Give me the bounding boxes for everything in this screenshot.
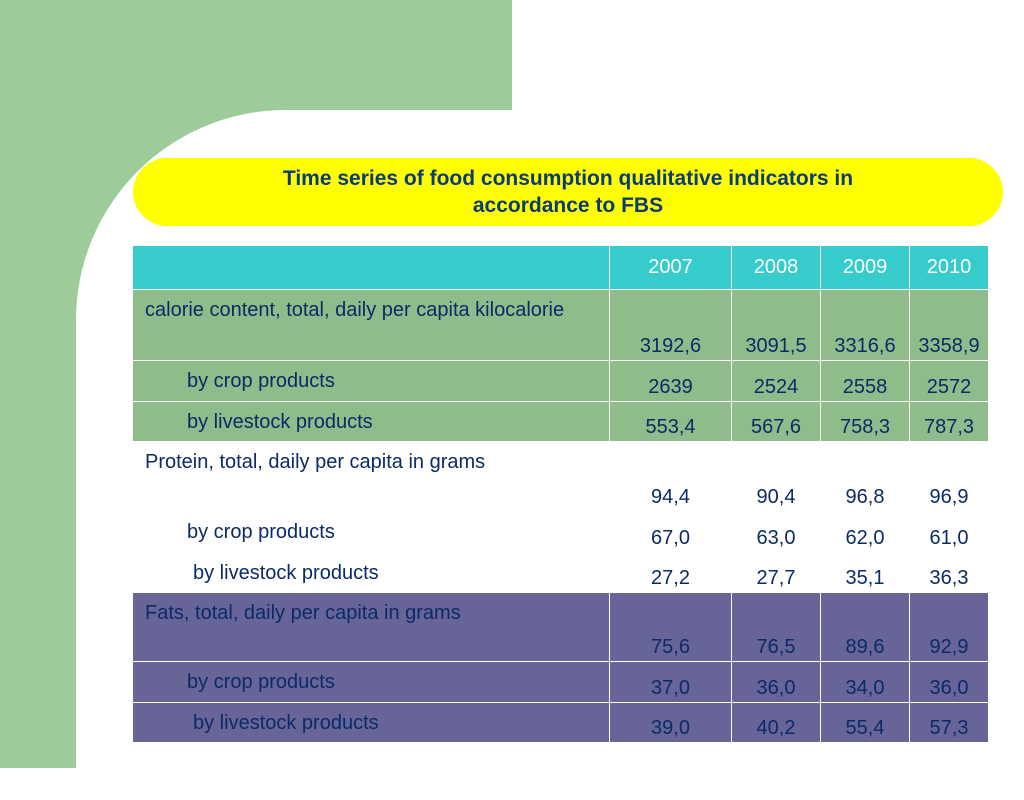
value-cell: 55,4 (820, 702, 910, 743)
value-cell: 40,2 (731, 702, 821, 743)
value-cell: 567,6 (731, 401, 821, 442)
header-year-cell: 2009 (820, 245, 910, 290)
row-label: calorie content, total, daily per capita… (132, 289, 610, 361)
value-cell: 90,4 (731, 441, 821, 512)
value-cell: 3192,6 (609, 289, 732, 361)
value-cell: 67,0 (609, 511, 732, 553)
value-cell: 37,0 (609, 661, 732, 703)
value-cell: 36,3 (909, 552, 989, 593)
row-label: by livestock products (132, 552, 610, 593)
value-cell: 787,3 (909, 401, 989, 442)
table-row: by livestock products 27,2 27,7 35,1 36,… (132, 552, 989, 593)
table-header-row: 2007 2008 2009 2010 (132, 245, 989, 290)
value-cell: 57,3 (909, 702, 989, 743)
header-year-cell: 2008 (731, 245, 821, 290)
value-cell: 39,0 (609, 702, 732, 743)
table-row: Protein, total, daily per capita in gram… (132, 441, 989, 512)
value-cell: 2639 (609, 360, 732, 402)
header-year-cell: 2007 (609, 245, 732, 290)
header-year-cell: 2010 (909, 245, 989, 290)
value-cell: 2572 (909, 360, 989, 402)
value-cell: 62,0 (820, 511, 910, 553)
row-label: by livestock products (132, 702, 610, 743)
value-cell: 76,5 (731, 592, 821, 662)
value-cell: 27,2 (609, 552, 732, 593)
row-label: by livestock products (132, 401, 610, 442)
title-banner: Time series of food consumption qualitat… (133, 158, 1003, 226)
table-row: by livestock products 553,4 567,6 758,3 … (132, 401, 989, 442)
value-cell: 27,7 (731, 552, 821, 593)
value-cell: 75,6 (609, 592, 732, 662)
value-cell: 92,9 (909, 592, 989, 662)
value-cell: 96,9 (909, 441, 989, 512)
table-row: by crop products 67,0 63,0 62,0 61,0 (132, 511, 989, 553)
row-label: Protein, total, daily per capita in gram… (132, 441, 610, 512)
row-label: by crop products (132, 360, 610, 402)
table-row: by crop products 2639 2524 2558 2572 (132, 360, 989, 402)
value-cell: 94,4 (609, 441, 732, 512)
value-cell: 3091,5 (731, 289, 821, 361)
value-cell: 36,0 (731, 661, 821, 703)
value-cell: 2558 (820, 360, 910, 402)
row-label: by crop products (132, 661, 610, 703)
table-row: by crop products 37,0 36,0 34,0 36,0 (132, 661, 989, 703)
table-row: calorie content, total, daily per capita… (132, 289, 989, 361)
value-cell: 36,0 (909, 661, 989, 703)
header-empty-cell (132, 245, 610, 290)
table-row: Fats, total, daily per capita in grams 7… (132, 592, 989, 662)
value-cell: 96,8 (820, 441, 910, 512)
value-cell: 61,0 (909, 511, 989, 553)
value-cell: 758,3 (820, 401, 910, 442)
food-consumption-table: 2007 2008 2009 2010 calorie content, tot… (132, 245, 989, 743)
value-cell: 89,6 (820, 592, 910, 662)
value-cell: 3358,9 (909, 289, 989, 361)
row-label: Fats, total, daily per capita in grams (132, 592, 610, 662)
value-cell: 2524 (731, 360, 821, 402)
slide-title: Time series of food consumption qualitat… (282, 167, 854, 217)
value-cell: 35,1 (820, 552, 910, 593)
value-cell: 63,0 (731, 511, 821, 553)
value-cell: 3316,6 (820, 289, 910, 361)
value-cell: 553,4 (609, 401, 732, 442)
value-cell: 34,0 (820, 661, 910, 703)
row-label: by crop products (132, 511, 610, 553)
table-row: by livestock products 39,0 40,2 55,4 57,… (132, 702, 989, 743)
